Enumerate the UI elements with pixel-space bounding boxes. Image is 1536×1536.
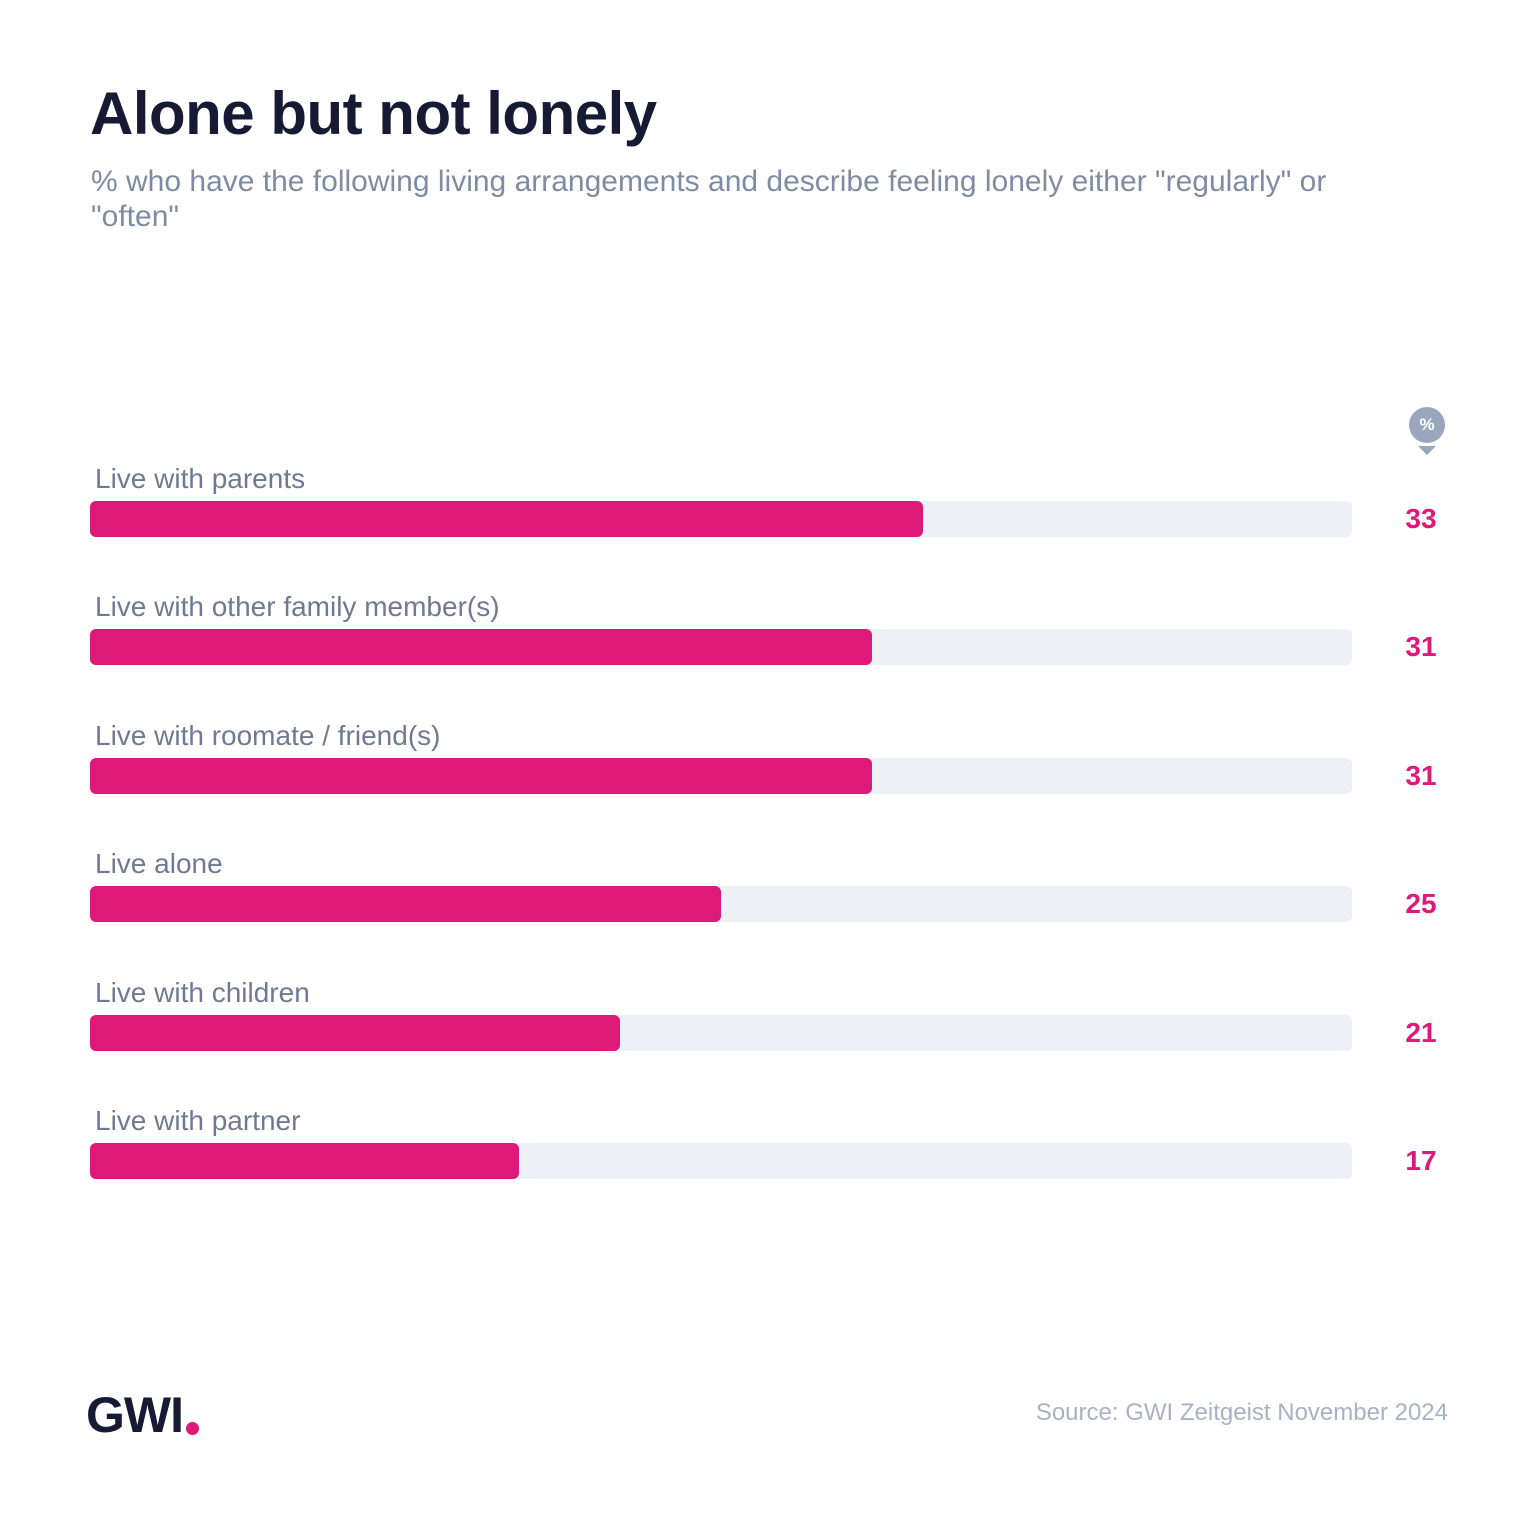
- bar-value-label: 33: [1405, 503, 1437, 534]
- bar-value-label: 31: [1405, 760, 1437, 791]
- bar: [90, 886, 721, 922]
- bar-track: [90, 1015, 1352, 1051]
- bar-label: Live alone: [95, 848, 223, 879]
- bar: [90, 758, 872, 794]
- bar-track: [90, 758, 1352, 794]
- logo-wordmark: GWI: [86, 1387, 184, 1443]
- bar: [90, 629, 872, 665]
- percent-marker-icon: %: [1409, 407, 1445, 455]
- source-note: Source: GWI Zeitgeist November 2024: [1035, 1399, 1448, 1426]
- bar: [90, 1143, 519, 1179]
- bar-track: [90, 629, 1352, 665]
- bar-label: Live with roomate / friend(s): [95, 720, 441, 751]
- bar-track: [90, 886, 1352, 922]
- percent-bubble: %: [1409, 407, 1445, 443]
- chart-subtitle: % who have the following living arrangem…: [91, 165, 1327, 233]
- bar-track: [90, 1143, 1352, 1179]
- bar-track: [90, 501, 1352, 537]
- bar-label: Live with partner: [95, 1105, 301, 1136]
- bar-label: Live with other family member(s): [95, 591, 500, 622]
- logo-dot-icon: [185, 1422, 199, 1435]
- bar: [90, 501, 923, 537]
- bar-value-label: 17: [1405, 1145, 1437, 1176]
- chart-title: Alone but not lonely: [90, 80, 657, 147]
- bar-value-label: 25: [1405, 888, 1437, 919]
- bar-value-label: 21: [1405, 1017, 1437, 1048]
- bar-label: Live with children: [95, 977, 310, 1008]
- bar: [90, 1015, 620, 1051]
- percent-marker-pointer: [1418, 446, 1436, 455]
- bar-label: Live with parents: [95, 463, 306, 494]
- gwi-logo: GWI: [86, 1388, 199, 1440]
- bar-value-label: 31: [1405, 631, 1437, 662]
